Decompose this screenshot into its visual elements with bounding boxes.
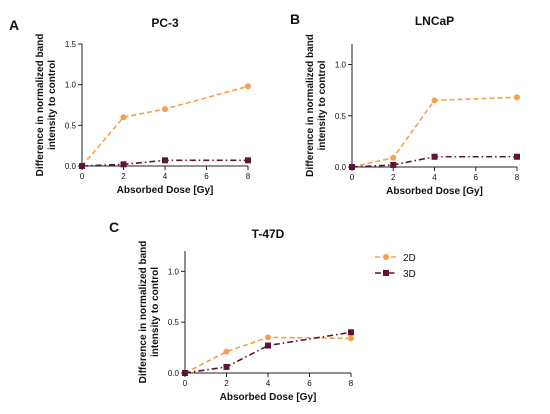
data-point-3d bbox=[79, 163, 85, 169]
data-point-3d bbox=[245, 157, 251, 164]
data-point-2d bbox=[120, 114, 127, 121]
x-axis-label: Absorbed Dose [Gy] bbox=[117, 185, 214, 196]
chart-panel-b: B LNCaP 0.0 0.5 1.0 0 2 4 6 8 Absorbed Dose [Gy] Di… bbox=[290, 11, 520, 197]
legend-label: 3D bbox=[403, 269, 416, 280]
data-point-2d bbox=[348, 335, 354, 342]
legend-item-3d: 3D bbox=[375, 269, 416, 280]
y-tick-label: 1.5 bbox=[65, 40, 77, 49]
data-point-3d bbox=[265, 342, 271, 349]
panel-letter: B bbox=[290, 11, 300, 27]
x-tick-label: 4 bbox=[163, 172, 168, 181]
legend-marker bbox=[383, 270, 389, 276]
x-tick-label: 2 bbox=[121, 172, 126, 181]
chart-title: PC-3 bbox=[151, 16, 179, 30]
series-line-2d bbox=[184, 336, 352, 374]
y-tick-label: 0.5 bbox=[65, 121, 77, 130]
x-tick-label: 0 bbox=[350, 173, 355, 182]
y-tick-label: 0.5 bbox=[335, 112, 347, 121]
x-tick-label: 0 bbox=[183, 379, 188, 388]
data-point-2d bbox=[162, 106, 168, 113]
chart-panel-a: A PC-3 0.0 0.5 1.0 1.5 0 2 4 6 8 Absorbed Dose [Gy]… bbox=[9, 16, 251, 196]
x-axis-label: Absorbed Dose [Gy] bbox=[386, 186, 483, 197]
legend-marker bbox=[383, 254, 389, 260]
x-axis-label: Absorbed Dose [Gy] bbox=[220, 392, 317, 403]
panel-letter: A bbox=[9, 17, 19, 33]
data-point-3d bbox=[514, 153, 520, 160]
data-point-2d bbox=[223, 348, 230, 355]
data-point-3d bbox=[348, 329, 354, 336]
y-tick-label: 1.0 bbox=[65, 81, 77, 90]
data-point-3d bbox=[182, 370, 188, 376]
x-tick-label: 4 bbox=[266, 379, 271, 388]
data-point-3d bbox=[349, 164, 355, 170]
x-tick-label: 2 bbox=[391, 173, 396, 182]
x-tick-label: 8 bbox=[349, 379, 354, 388]
chart-panel-c: C T-47D 0.0 0.5 1.0 0 2 4 6 8 Absorbed Dose [Gy] Di… bbox=[109, 219, 354, 403]
data-point-2d bbox=[431, 97, 438, 104]
y-axis-label-line: intensity to control bbox=[150, 267, 161, 357]
data-point-3d bbox=[162, 157, 168, 164]
data-point-2d bbox=[245, 83, 251, 90]
legend-label: 2D bbox=[403, 253, 416, 264]
data-point-3d bbox=[120, 161, 127, 168]
legend-item-2d: 2D bbox=[375, 253, 416, 264]
panel-letter: C bbox=[109, 219, 119, 235]
chart-title: T-47D bbox=[252, 227, 285, 241]
y-tick-label: 0.5 bbox=[168, 318, 180, 327]
data-point-3d bbox=[390, 161, 397, 168]
x-tick-label: 0 bbox=[80, 172, 85, 181]
x-tick-label: 6 bbox=[474, 173, 479, 182]
data-point-2d bbox=[514, 94, 520, 101]
x-tick-label: 6 bbox=[204, 172, 209, 181]
series-line-3d bbox=[81, 159, 248, 167]
y-axis-label-line: Difference in normalized band bbox=[305, 34, 316, 177]
chart-title: LNCaP bbox=[415, 14, 454, 28]
series-line-2d bbox=[351, 96, 518, 168]
data-point-2d bbox=[390, 154, 397, 161]
x-tick-label: 6 bbox=[307, 379, 312, 388]
x-tick-label: 8 bbox=[246, 172, 251, 181]
x-tick-label: 4 bbox=[432, 173, 437, 182]
y-tick-label: 0.0 bbox=[168, 369, 180, 378]
y-axis-label-line: intensity to control bbox=[317, 60, 328, 150]
y-axis-label-line: Difference in normalized band bbox=[138, 241, 149, 384]
x-tick-label: 8 bbox=[515, 173, 520, 182]
x-tick-label: 2 bbox=[224, 379, 229, 388]
y-axis-label-line: intensity to control bbox=[47, 60, 58, 150]
y-tick-label: 1.0 bbox=[168, 267, 180, 276]
y-tick-label: 0.0 bbox=[65, 162, 77, 171]
y-tick-label: 0.0 bbox=[335, 163, 347, 172]
series-line-3d bbox=[184, 331, 352, 374]
y-axis-label-line: Difference in normalized band bbox=[35, 34, 46, 177]
y-tick-label: 1.0 bbox=[335, 61, 347, 70]
data-point-2d bbox=[265, 334, 271, 341]
data-point-3d bbox=[431, 153, 438, 160]
series-line-2d bbox=[81, 85, 249, 167]
series-line-3d bbox=[351, 155, 517, 168]
data-point-3d bbox=[223, 363, 230, 370]
